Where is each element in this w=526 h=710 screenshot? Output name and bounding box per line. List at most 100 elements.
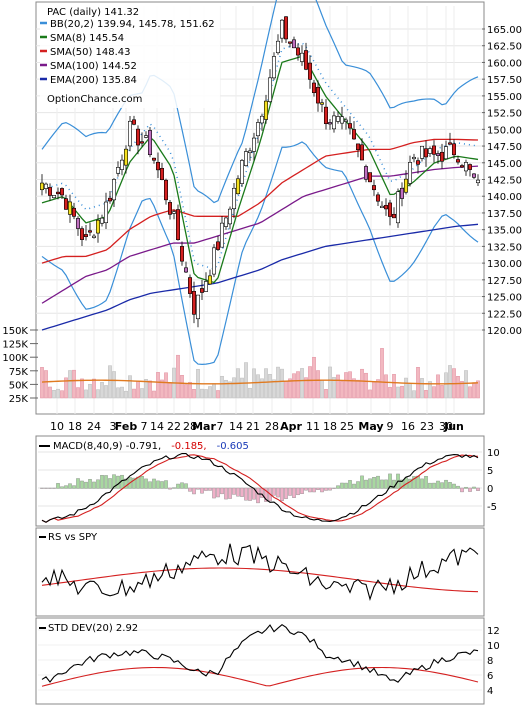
volume-bar: [116, 387, 120, 399]
macd-histogram-bar: [256, 487, 260, 504]
macd-histogram-bar: [160, 481, 164, 489]
volume-bar: [392, 374, 396, 399]
candle-body: [156, 161, 161, 171]
macd-histogram-bar: [380, 479, 384, 489]
volume-bar: [92, 378, 96, 399]
macd-tick-label: 10: [487, 448, 500, 459]
candle-body: [303, 50, 308, 70]
candle-body: [164, 179, 169, 201]
price-tick-label: 157.50: [487, 75, 522, 86]
macd-histogram-bar: [204, 487, 208, 491]
macd-histogram-bar: [464, 486, 468, 489]
volume-bar: [76, 387, 80, 399]
volume-bar: [200, 388, 204, 399]
volume-bar: [436, 374, 440, 399]
candle-body: [331, 115, 336, 130]
candle-body: [152, 157, 157, 161]
date-tick-label: 18: [323, 420, 337, 433]
date-tick-label: May: [358, 420, 383, 433]
macd-histogram-bar: [112, 474, 116, 489]
candle-body: [315, 86, 320, 104]
legend-entry: EMA(200) 135.84: [50, 75, 137, 86]
volume-bar: [240, 377, 244, 399]
candle-body: [431, 145, 436, 155]
volume-bar: [468, 386, 472, 399]
candle-body: [148, 130, 153, 156]
candle-body: [295, 47, 300, 56]
macd-histogram-bar: [164, 480, 168, 489]
macd-histogram-bar: [200, 487, 204, 494]
volume-bar: [60, 390, 64, 399]
macd-histogram-bar: [364, 479, 368, 489]
macd-histogram-bar: [132, 477, 136, 489]
macd-histogram-bar: [312, 487, 316, 493]
std-tick-label: 10: [487, 641, 500, 652]
date-tick-label: 3: [110, 420, 117, 433]
volume-bar: [184, 384, 188, 399]
candle-body: [208, 275, 213, 285]
candle-body: [395, 191, 400, 224]
macd-histogram-bar: [56, 483, 60, 489]
candle-body: [335, 116, 340, 122]
date-tick-label: 14: [229, 420, 243, 433]
candle-body: [291, 39, 296, 49]
macd-histogram-bar: [104, 475, 108, 489]
candle-body: [112, 179, 117, 201]
std-tick-label: 4: [487, 686, 493, 697]
macd-histogram-bar: [472, 486, 476, 489]
candle-body: [327, 122, 332, 125]
macd-histogram-bar: [140, 476, 144, 489]
candle-body: [435, 153, 440, 156]
volume-bar: [124, 390, 128, 399]
volume-bar: [360, 368, 364, 399]
volume-bar: [268, 374, 272, 399]
std-tick-label: 12: [487, 626, 500, 637]
volume-bar: [336, 374, 340, 399]
candle-body: [168, 202, 173, 215]
volume-bar: [352, 378, 356, 399]
macd-histogram-bar: [52, 487, 56, 489]
candle-body: [232, 187, 237, 209]
macd-signal: -0.185,: [171, 441, 206, 452]
macd-histogram-bar: [224, 487, 228, 500]
candle-body: [359, 144, 364, 161]
volume-average-line: [41, 379, 479, 385]
candle-body: [399, 187, 404, 199]
candle-body: [471, 173, 476, 178]
volume-bar: [164, 372, 168, 399]
macd-histogram-bar: [60, 486, 64, 489]
volume-bar: [456, 376, 460, 399]
macd-histogram-bar: [116, 475, 120, 489]
rs-panel-frame: [35, 527, 485, 617]
bollinger-lower-band: [41, 141, 479, 365]
price-tick-label: 142.50: [487, 176, 522, 187]
macd-tick-label: 0: [487, 484, 493, 495]
volume-bar: [388, 387, 392, 399]
macd-histogram-bar: [452, 483, 456, 489]
macd-histogram-bar: [408, 478, 412, 489]
macd-histogram-bar: [300, 487, 304, 494]
candle-body: [120, 159, 125, 170]
macd-histogram-bar: [352, 483, 356, 489]
candle-body: [72, 207, 77, 217]
price-tick-label: 155.00: [487, 92, 522, 103]
volume-bar: [404, 377, 408, 399]
volume-tick-label: 125K: [2, 340, 28, 351]
volume-bar: [448, 365, 452, 399]
volume-bar: [188, 381, 192, 399]
macd-histogram-bar: [80, 480, 84, 489]
std-label: STD DEV(20) 2.92: [48, 623, 138, 634]
macd-histogram-bar: [148, 481, 152, 489]
volume-bar: [288, 378, 292, 399]
macd-histogram-bar: [180, 482, 184, 489]
volume-bar: [192, 389, 196, 399]
candle-body: [387, 202, 392, 217]
candle-body: [188, 277, 193, 294]
candle-body: [267, 77, 272, 102]
volume-bar: [256, 374, 260, 399]
candle-body: [92, 235, 97, 238]
volume-bar: [292, 373, 296, 399]
candle-body: [347, 123, 352, 129]
legend-box: [40, 4, 220, 108]
candle-body: [84, 234, 89, 237]
